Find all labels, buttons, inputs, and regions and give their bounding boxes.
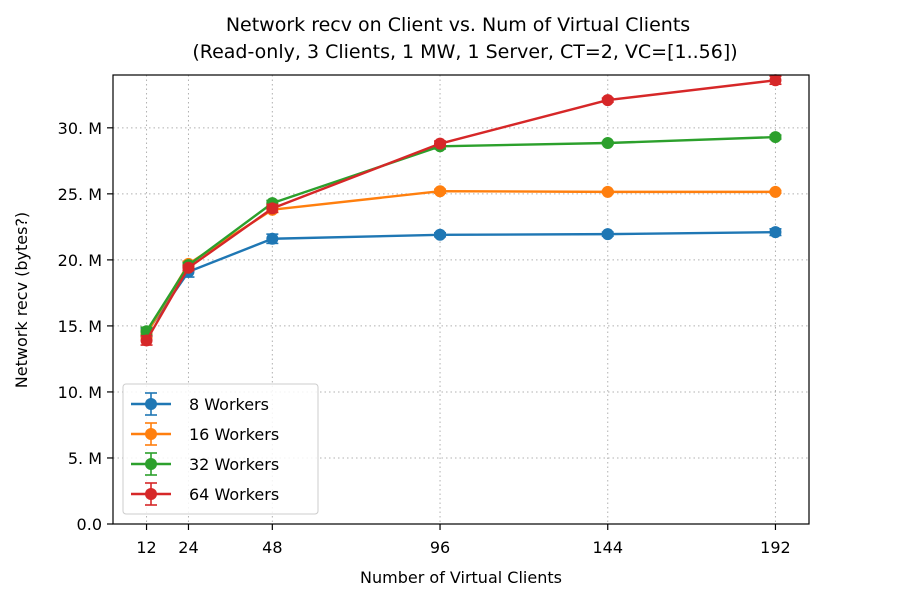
- series-4: [140, 74, 782, 347]
- data-point: [601, 228, 614, 241]
- data-point: [601, 137, 614, 150]
- legend-entry: 32 Workers: [131, 452, 279, 476]
- legend-entry: 64 Workers: [131, 482, 279, 506]
- y-tick-label: 30. M: [58, 119, 102, 138]
- chart-subtitle: (Read-only, 3 Clients, 1 MW, 1 Server, C…: [192, 41, 737, 63]
- plot-frame: [112, 74, 810, 525]
- legend-label: 64 Workers: [189, 485, 279, 504]
- y-tick-label: 10. M: [58, 383, 102, 402]
- y-tick-label: 20. M: [58, 251, 102, 270]
- data-point: [769, 185, 782, 198]
- x-tick-label: 96: [430, 538, 450, 557]
- x-axis-label: Number of Virtual Clients: [360, 568, 562, 587]
- series-line: [145, 79, 776, 342]
- y-axis-label: Network recv (bytes?): [12, 212, 31, 388]
- data-point: [140, 334, 153, 347]
- series-2: [140, 185, 782, 340]
- data-point: [601, 185, 614, 198]
- y-tick-label: 15. M: [58, 317, 102, 336]
- x-tick-label: 192: [760, 538, 791, 557]
- x-axis: 12 24 48 96 144 192: [136, 524, 791, 557]
- chart-title: Network recv on Client vs. Num of Virtua…: [226, 14, 690, 36]
- legend: 8 Workers 16 Workers 32 Workers 64 Workers: [122, 383, 319, 515]
- legend-frame: [122, 383, 319, 515]
- x-tick-label: 24: [178, 538, 198, 557]
- series-line: [145, 190, 776, 335]
- x-tick-label: 12: [136, 538, 156, 557]
- legend-marker: [145, 488, 157, 500]
- data-point: [434, 185, 447, 198]
- data-point: [266, 202, 279, 215]
- data-point: [266, 232, 279, 245]
- data-point: [601, 94, 614, 107]
- legend-label: 8 Workers: [189, 395, 269, 414]
- legend-marker: [145, 458, 157, 470]
- series-layer: [140, 74, 782, 347]
- data-point: [434, 137, 447, 150]
- data-point: [769, 131, 782, 144]
- legend-label: 32 Workers: [189, 455, 279, 474]
- y-tick-label: 0.0: [77, 515, 102, 534]
- legend-marker: [145, 428, 157, 440]
- x-tick-label: 48: [262, 538, 282, 557]
- data-point: [769, 226, 782, 239]
- series-3: [140, 131, 782, 338]
- legend-label: 16 Workers: [189, 425, 279, 444]
- y-axis: 0.0 5. M 10. M 15. M 20. M 25. M 30. M: [58, 119, 113, 534]
- data-point: [769, 74, 782, 87]
- data-point: [434, 228, 447, 241]
- legend-entry: 8 Workers: [131, 392, 269, 416]
- x-tick-label: 144: [592, 538, 623, 557]
- series-line: [145, 135, 776, 332]
- legend-entry: 16 Workers: [131, 422, 279, 446]
- y-tick-label: 25. M: [58, 185, 102, 204]
- series-1: [140, 226, 782, 339]
- data-point: [182, 261, 195, 274]
- series-line: [145, 230, 776, 334]
- legend-marker: [145, 398, 157, 410]
- y-tick-label: 5. M: [68, 449, 102, 468]
